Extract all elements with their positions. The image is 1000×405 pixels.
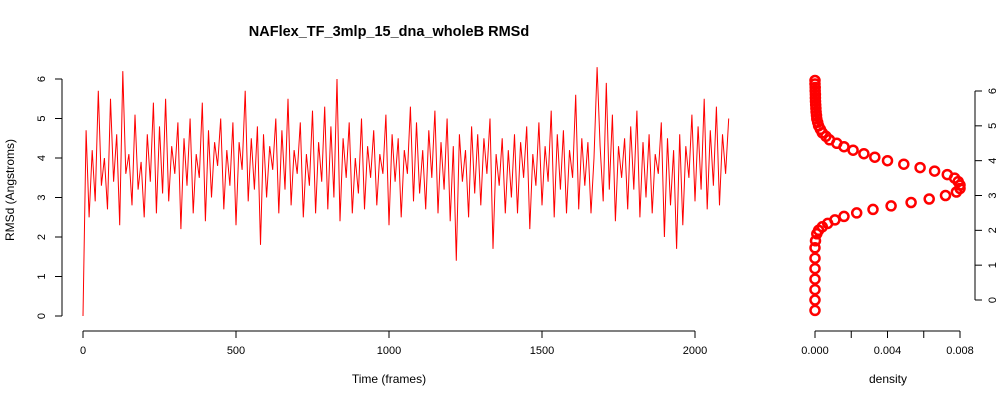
density-x-axis-label: density [869, 372, 907, 386]
density-point [885, 200, 897, 212]
density-point [838, 210, 850, 223]
density-point [939, 189, 952, 202]
density-point [928, 165, 941, 177]
density-point [809, 235, 822, 247]
density-point [850, 207, 863, 219]
left-x-tick-label: 1500 [530, 345, 554, 357]
density-y-tick-label: 2 [987, 227, 999, 233]
left-y-tick-label: 3 [36, 194, 48, 200]
left-x-tick-label: 0 [80, 345, 86, 357]
density-point [809, 242, 821, 254]
density-x-tick-label: 0.004 [874, 345, 902, 357]
density-point [809, 273, 821, 285]
density-point [847, 144, 859, 156]
left-x-tick-label: 500 [227, 345, 245, 357]
density-y-tick-label: 6 [987, 88, 999, 94]
left-x-axis: 0 500 1000 1500 2000 [80, 330, 707, 357]
left-y-axis-label: RMSd (Angstroms) [3, 139, 17, 241]
right-y-axis: 0 1 2 3 4 5 6 [974, 88, 999, 303]
rmsd-series-line [82, 67, 730, 317]
density-y-tick-label: 0 [987, 297, 999, 303]
density-point [869, 151, 881, 163]
density-points [809, 74, 966, 317]
density-point [809, 262, 821, 275]
density-x-tick-label: 0.008 [946, 345, 974, 357]
density-point [858, 147, 870, 160]
left-x-axis-label: Time (frames) [352, 372, 426, 386]
right-x-axis: 0.000 0.004 0.008 [801, 330, 974, 357]
density-x-tick-label: 0.000 [801, 345, 829, 357]
density-point [905, 196, 917, 209]
density-point [867, 203, 879, 216]
left-y-tick-label: 4 [36, 155, 48, 161]
density-y-tick-label: 3 [987, 192, 999, 198]
density-point [941, 168, 954, 181]
density-point [829, 214, 841, 226]
density-y-tick-label: 4 [987, 158, 999, 164]
left-y-tick-label: 1 [36, 273, 48, 279]
left-y-tick-label: 6 [36, 76, 48, 82]
left-y-tick-label: 2 [36, 234, 48, 240]
density-point [881, 154, 894, 167]
left-y-tick-label: 5 [36, 115, 48, 121]
density-y-tick-label: 1 [987, 262, 999, 268]
density-y-tick-label: 5 [987, 123, 999, 129]
left-y-tick-label: 0 [36, 313, 48, 319]
left-x-tick-label: 2000 [683, 345, 707, 357]
rmsd-time-panel: 0 1 2 3 4 5 6 0 500 1000 1500 2000 Time (frames) R… [3, 67, 730, 386]
density-point [809, 304, 821, 317]
left-x-tick-label: 1000 [377, 345, 401, 357]
density-point [898, 158, 910, 170]
density-point [809, 283, 821, 296]
chart-title: NAFlex_TF_3mlp_15_dna_wholeB RMSd [249, 24, 529, 40]
density-point [914, 161, 926, 174]
density-point [809, 74, 821, 87]
density-point [809, 294, 821, 306]
density-point [809, 252, 821, 264]
density-point [923, 193, 935, 205]
density-panel: 0 1 2 3 4 5 6 0.000 0.004 0.008 density [801, 74, 999, 386]
left-y-axis: 0 1 2 3 4 5 6 [36, 76, 63, 319]
